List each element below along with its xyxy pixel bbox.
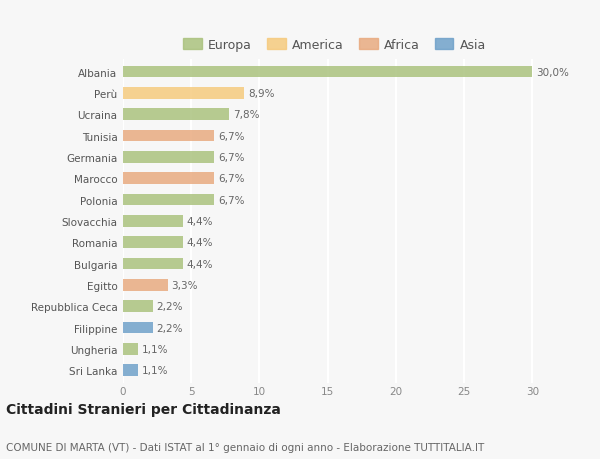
Text: 1,1%: 1,1% xyxy=(142,365,168,375)
Bar xyxy=(123,152,214,163)
Legend: Europa, America, Africa, Asia: Europa, America, Africa, Asia xyxy=(178,34,491,56)
Text: 4,4%: 4,4% xyxy=(187,259,213,269)
Text: 7,8%: 7,8% xyxy=(233,110,259,120)
Text: 6,7%: 6,7% xyxy=(218,152,244,162)
Bar xyxy=(123,88,244,100)
Text: 3,3%: 3,3% xyxy=(172,280,198,291)
Text: 1,1%: 1,1% xyxy=(142,344,168,354)
Text: 8,9%: 8,9% xyxy=(248,89,274,99)
Text: 6,7%: 6,7% xyxy=(218,174,244,184)
Bar xyxy=(123,343,138,355)
Text: 2,2%: 2,2% xyxy=(157,323,183,333)
Text: 4,4%: 4,4% xyxy=(187,217,213,226)
Bar xyxy=(123,322,153,334)
Bar xyxy=(123,216,183,227)
Bar xyxy=(123,237,183,249)
Text: 30,0%: 30,0% xyxy=(536,67,569,78)
Bar xyxy=(123,364,138,376)
Text: COMUNE DI MARTA (VT) - Dati ISTAT al 1° gennaio di ogni anno - Elaborazione TUTT: COMUNE DI MARTA (VT) - Dati ISTAT al 1° … xyxy=(6,442,484,452)
Text: 6,7%: 6,7% xyxy=(218,131,244,141)
Bar xyxy=(123,280,168,291)
Bar xyxy=(123,173,214,185)
Bar xyxy=(123,301,153,313)
Bar xyxy=(123,67,532,78)
Bar xyxy=(123,194,214,206)
Bar xyxy=(123,109,229,121)
Text: 6,7%: 6,7% xyxy=(218,195,244,205)
Bar xyxy=(123,258,183,270)
Text: 4,4%: 4,4% xyxy=(187,238,213,248)
Text: Cittadini Stranieri per Cittadinanza: Cittadini Stranieri per Cittadinanza xyxy=(6,402,281,416)
Text: 2,2%: 2,2% xyxy=(157,302,183,312)
Bar xyxy=(123,130,214,142)
